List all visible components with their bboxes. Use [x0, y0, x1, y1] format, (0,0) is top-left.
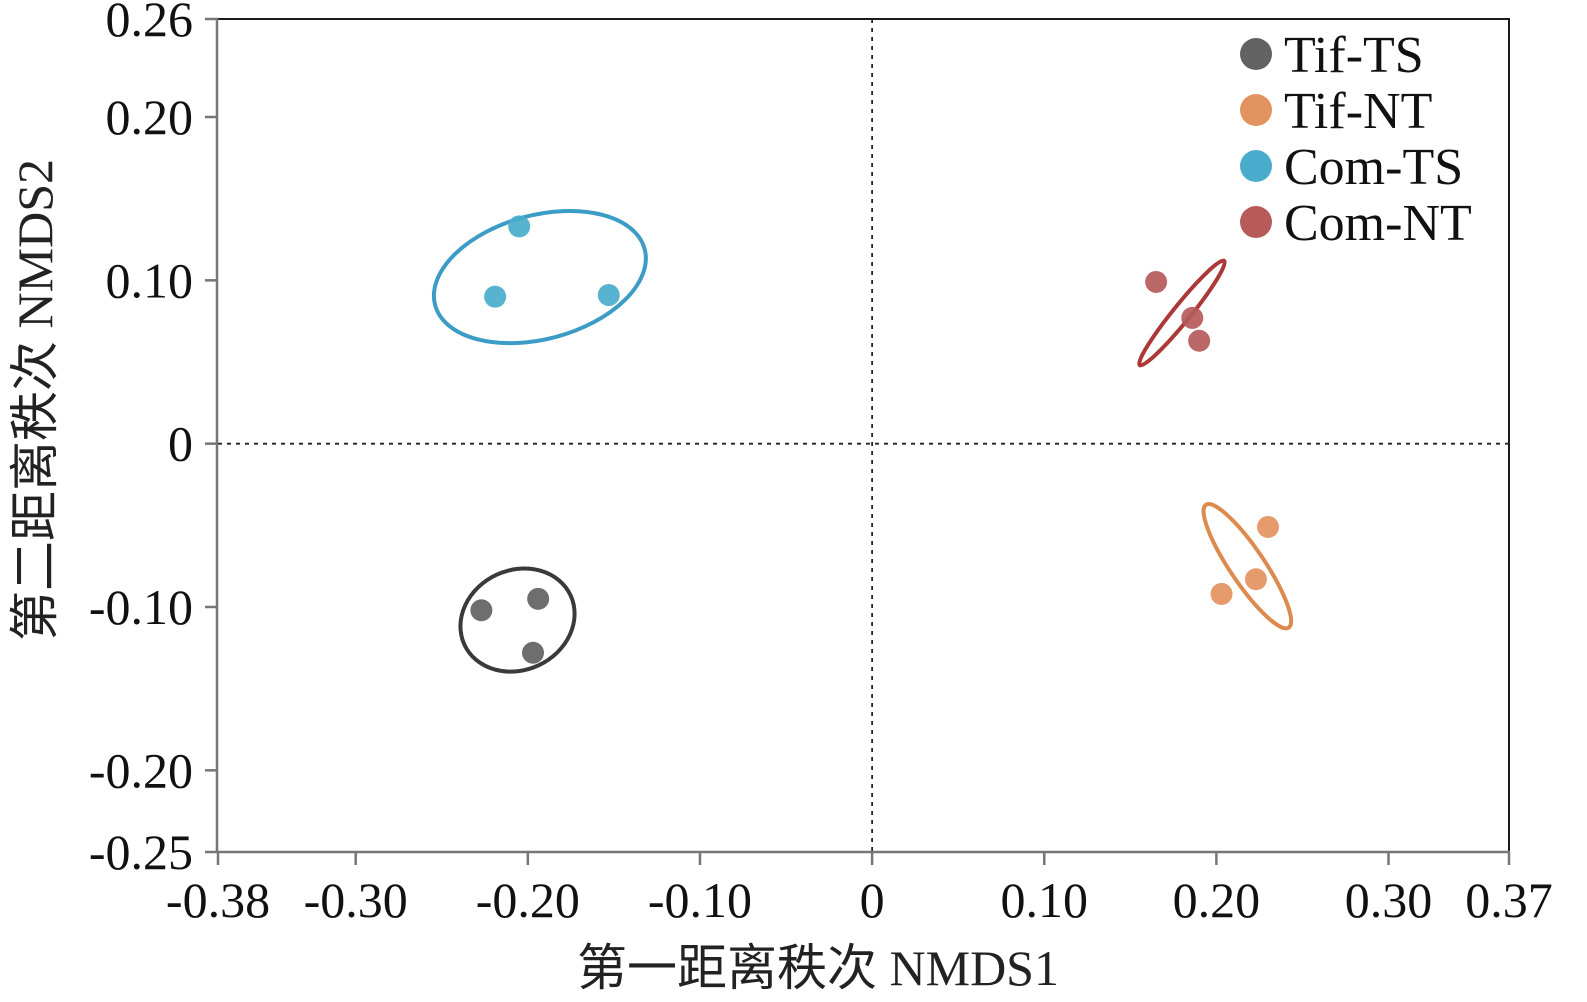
axes — [215, 18, 1510, 854]
legend-label: Com-NT — [1284, 195, 1472, 252]
x-axis-ticks: -0.38 -0.30 -0.20 -0.10 0 0.10 0.20 0.30 0.37 — [166, 852, 1553, 928]
confidence-ellipses — [431, 208, 1294, 674]
y-tick-label: 0.26 — [106, 0, 194, 47]
point-com-ts — [597, 284, 620, 307]
x-tick-label: -0.38 — [166, 872, 270, 928]
y-tick-label: -0.10 — [89, 579, 193, 635]
point-com-ts — [508, 215, 531, 238]
ellipse-com-nt — [1137, 258, 1227, 368]
y-tick-label: 0 — [168, 416, 193, 472]
legend-label: Tif-NT — [1284, 83, 1432, 140]
x-tick-label: 0.10 — [1000, 872, 1088, 928]
x-tick-label: -0.20 — [476, 872, 580, 928]
legend-marker — [1240, 38, 1272, 70]
legend-label: Com-TS — [1284, 139, 1463, 196]
legend-item-tif-nt: Tif-NT — [1240, 83, 1432, 140]
plot-area — [218, 18, 1510, 853]
y-tick-label: 0.10 — [106, 252, 194, 308]
point-com-nt — [1188, 329, 1211, 352]
x-tick-label: 0 — [860, 872, 885, 928]
legend-item-tif-ts: Tif-TS — [1240, 27, 1424, 84]
legend-marker — [1240, 206, 1272, 238]
data-points — [470, 215, 1280, 664]
legend-item-com-nt: Com-NT — [1240, 195, 1472, 252]
point-com-nt — [1181, 306, 1204, 329]
x-tick-label: -0.30 — [304, 872, 408, 928]
legend-marker — [1240, 94, 1272, 126]
y-tick-label: 0.20 — [106, 89, 194, 145]
point-tif-ts — [470, 599, 493, 622]
x-tick-label: 0.37 — [1465, 872, 1553, 928]
x-axis-title: 第一距离秩次 NMDS1 — [577, 940, 1059, 996]
plot-frame-right — [1508, 18, 1510, 853]
legend-item-com-ts: Com-TS — [1240, 139, 1463, 196]
y-tick-label: -0.25 — [89, 824, 193, 880]
ellipse-tif-nt — [1201, 502, 1294, 631]
ellipse-tif-ts — [458, 566, 577, 674]
x-tick-label: 0.20 — [1173, 872, 1261, 928]
point-com-ts — [484, 285, 507, 308]
point-tif-nt — [1210, 582, 1233, 605]
x-tick-label: 0.30 — [1345, 872, 1433, 928]
point-tif-nt — [1244, 568, 1267, 591]
y-axis-title: 第二距离秩次 NMDS2 — [7, 159, 63, 641]
point-tif-nt — [1257, 515, 1280, 538]
point-com-nt — [1145, 270, 1168, 293]
ellipse-com-ts — [431, 208, 648, 346]
legend-label: Tif-TS — [1284, 27, 1424, 84]
y-tick-label: -0.20 — [89, 742, 193, 798]
legend-marker — [1240, 150, 1272, 182]
reference-lines — [218, 19, 1509, 852]
y-axis-ticks: 0.26 0.20 0.10 0 -0.10 -0.20 -0.25 — [89, 0, 218, 880]
plot-frame-top — [218, 18, 1509, 20]
x-tick-label: -0.10 — [648, 872, 752, 928]
point-tif-ts — [527, 587, 550, 610]
point-tif-ts — [522, 641, 545, 664]
